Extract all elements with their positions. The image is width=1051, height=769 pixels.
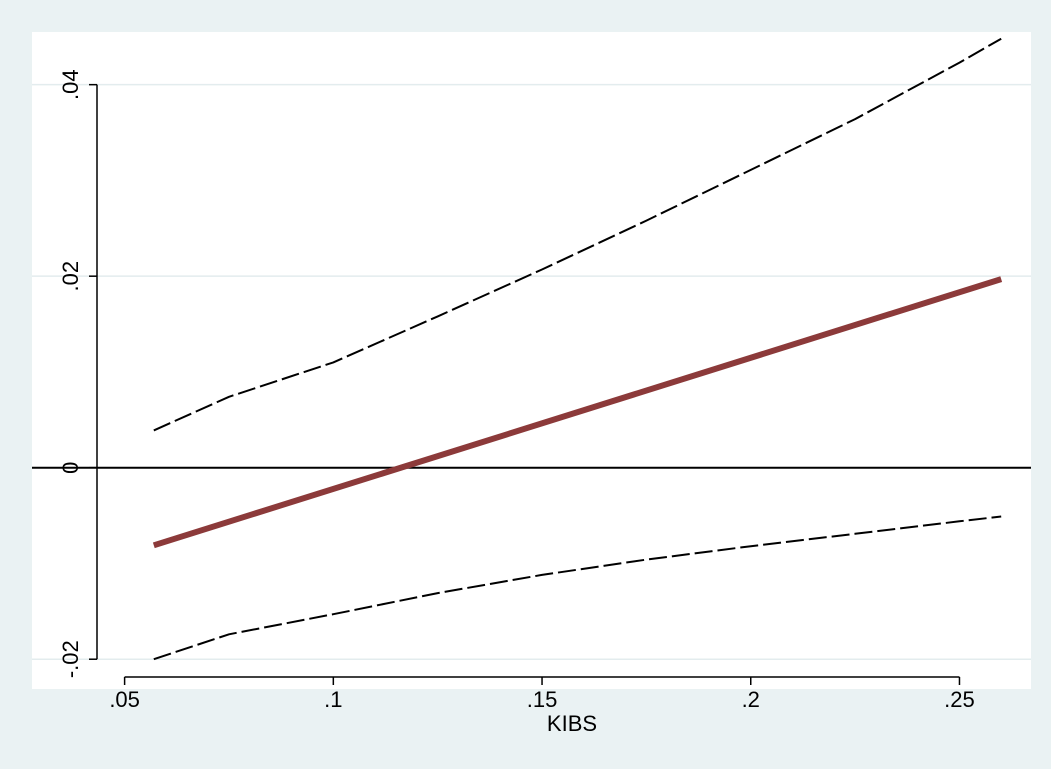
x-tick-label-1: .1 [324,687,342,712]
x-tick-label-2: .15 [527,687,558,712]
y-tick-label-1: 0 [58,462,83,474]
series-line-estimate [152,276,1003,549]
axes: -.02 0 .02 .04 .05 .1 .15 .2 .25 [58,69,975,712]
series-line-lower-bound [153,515,1002,661]
x-axis-title: KIBS [547,711,597,736]
series-group [152,37,1003,661]
x-tick-label-4: .25 [944,687,975,712]
x-tick-label-0: .05 [109,687,140,712]
y-tick-label-3: .04 [58,69,83,100]
plot-area [32,32,1031,689]
x-tick-label-3: .2 [742,687,760,712]
y-tick-label-0: -.02 [58,640,83,678]
y-tick-label-2: .02 [58,261,83,292]
